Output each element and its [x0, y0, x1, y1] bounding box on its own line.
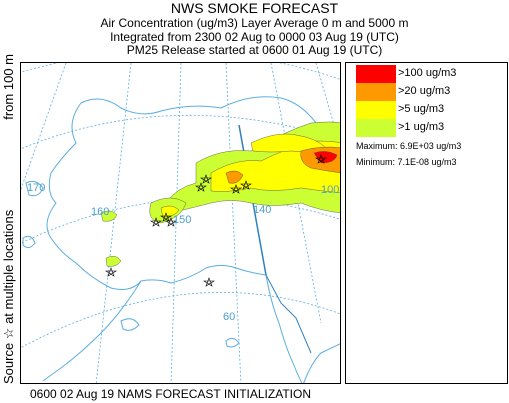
border-line-south — [265, 274, 312, 354]
integration-period: Integrated from 2300 02 Aug to 0000 03 A… — [110, 30, 399, 44]
plume-fragment-southwest — [105, 255, 122, 267]
legend-minimum: Minimum: 7.1E-08 ug/m3 — [356, 157, 457, 167]
release-info: PM25 Release started at 0600 01 Aug 19 (… — [126, 43, 383, 57]
legend-panel: >100 ug/m3 >20 ug/m3 >5 ug/m3 >1 ug/m3 M… — [345, 62, 508, 384]
legend-swatch-over-1 — [356, 119, 396, 137]
lon-label-100: 100 — [321, 184, 339, 196]
legend-maximum: Maximum: 6.9E+03 ug/m3 — [356, 141, 462, 151]
lon-label-140: 140 — [253, 204, 271, 216]
lon-label-170: 170 — [27, 182, 45, 194]
legend-label-over-100: >100 ug/m3 — [398, 67, 457, 79]
legend-label-over-5: >5 ug/m3 — [398, 103, 445, 115]
forecast-initialization: 0600 02 Aug 19 NAMS FORECAST INITIALIZAT… — [30, 387, 311, 401]
plume-fragment-west — [100, 210, 118, 222]
legend-swatch-over-100 — [356, 65, 396, 83]
lon-label-60: 60 — [223, 311, 235, 323]
smoke-plume — [100, 121, 340, 267]
map-canvas: 170 160 150 140 100 60 — [21, 63, 340, 383]
source-location-label: Source ☆ at multiple locations — [1, 209, 16, 384]
plume-over-20-west — [225, 170, 244, 184]
legend-label-over-1: >1 ug/m3 — [398, 121, 445, 133]
legend-label-over-20: >20 ug/m3 — [398, 85, 451, 97]
lon-label-160: 160 — [91, 206, 109, 218]
source-side-label: Source ☆ at multiple locations from 100 … — [1, 54, 17, 384]
legend-swatch-over-5 — [356, 101, 396, 119]
source-height-label: from 100 m — [1, 54, 16, 120]
lon-label-150: 150 — [173, 214, 191, 226]
forecast-title: NWS SMOKE FORECAST — [170, 0, 339, 16]
source-markers — [104, 154, 328, 287]
smoke-map: 170 160 150 140 100 60 — [20, 62, 341, 384]
coastline — [22, 96, 340, 383]
concentration-subtitle: Air Concentration (ug/m3) Layer Average … — [100, 16, 409, 30]
legend-swatch-over-20 — [356, 83, 396, 101]
